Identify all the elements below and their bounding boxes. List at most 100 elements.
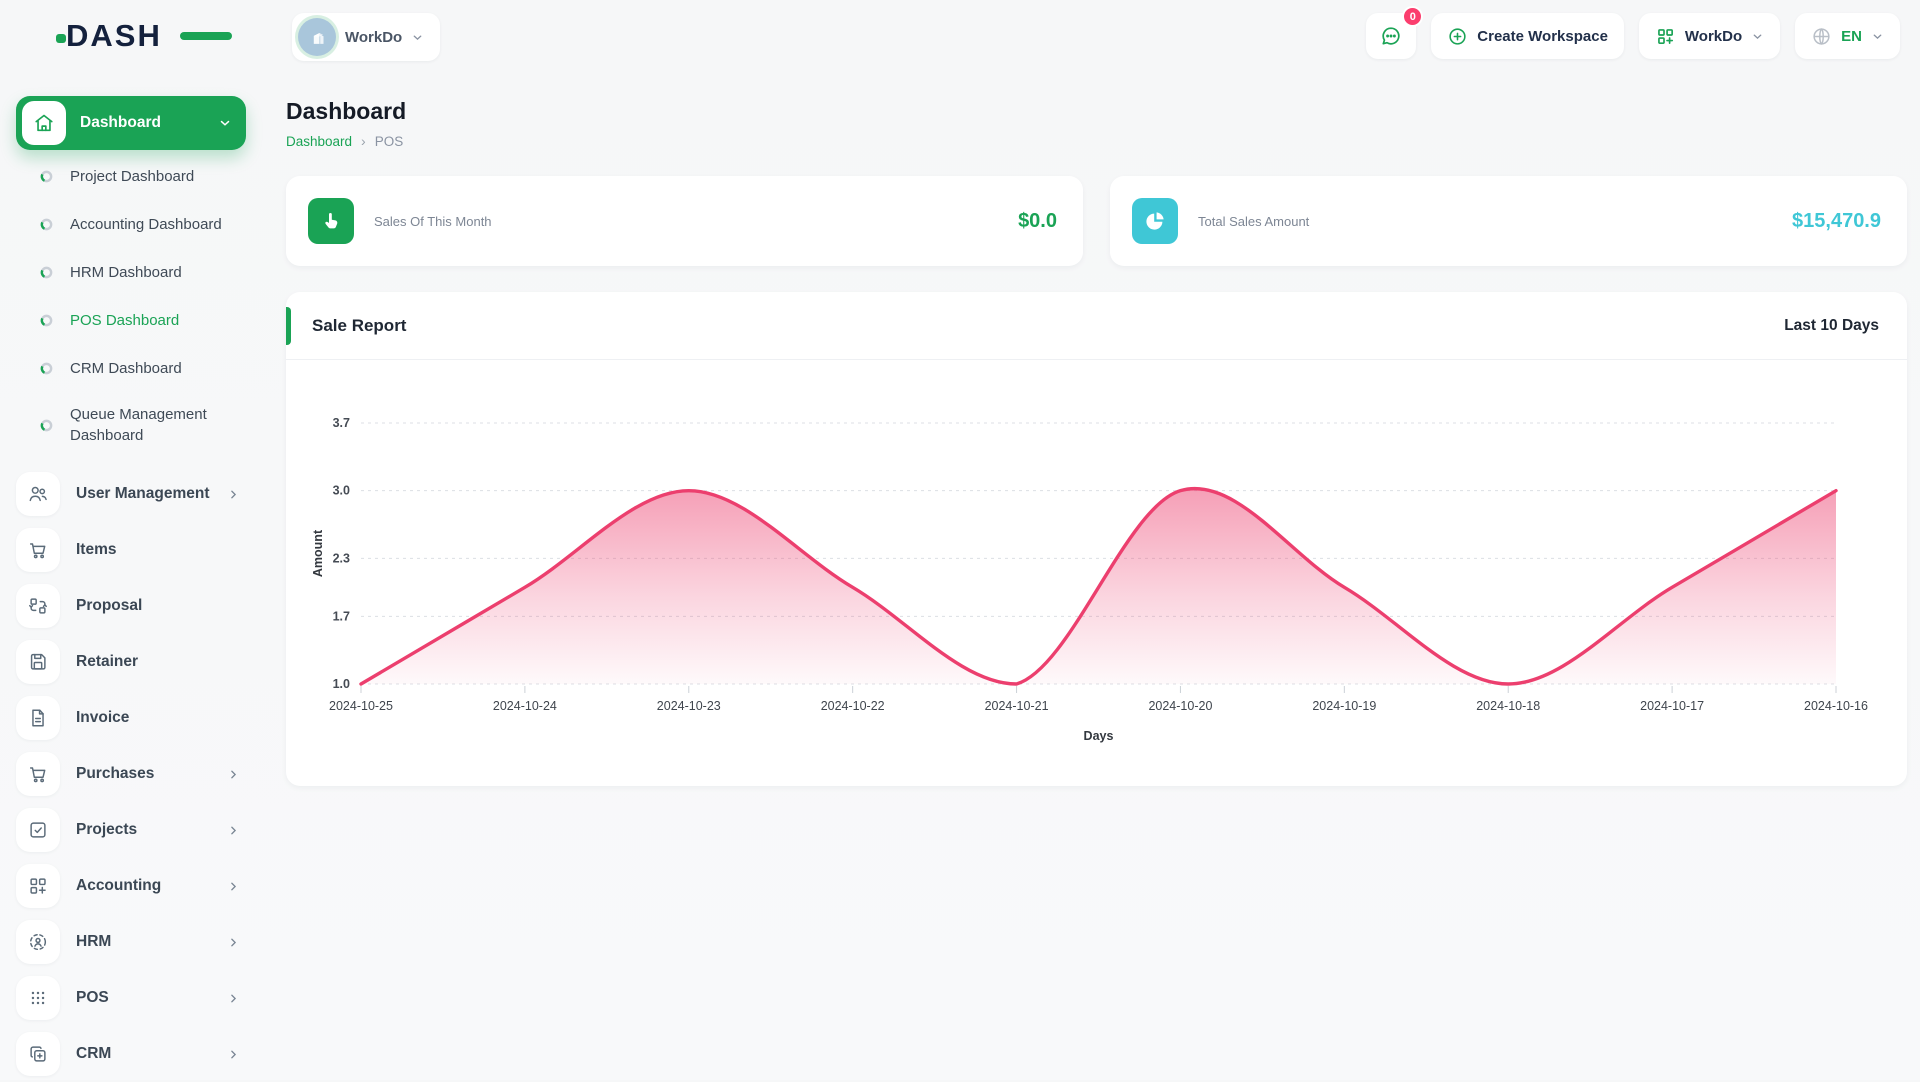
chart-range-label: Last 10 Days: [1784, 316, 1879, 334]
svg-text:3.7: 3.7: [333, 416, 350, 430]
sidebar-item-accounting-dashboard[interactable]: Accounting Dashboard: [16, 200, 246, 248]
workdo-menu-button[interactable]: WorkDo: [1638, 13, 1781, 59]
sidebar-item-project-dashboard[interactable]: Project Dashboard: [16, 152, 246, 200]
dots-grid-icon: [16, 976, 60, 1020]
donut-icon: [40, 362, 53, 374]
svg-text:Days: Days: [1084, 729, 1114, 743]
sidebar-item-pos[interactable]: POS: [16, 970, 246, 1026]
circle-plus-icon: [1449, 27, 1466, 45]
sidebar-item-label: Retainer: [76, 653, 139, 670]
pie-chart-icon: [1132, 198, 1178, 244]
sidebar: DASH Dashboard Project Dashboard Account…: [0, 0, 262, 1080]
page-title: Dashboard: [286, 98, 407, 124]
sidebar-item-items[interactable]: Items: [16, 522, 246, 578]
sidebar-item-label: Project Dashboard: [70, 167, 195, 185]
stat-label: Total Sales Amount: [1198, 213, 1310, 229]
chat-icon: [1382, 27, 1400, 45]
sidebar-item-invoice[interactable]: Invoice: [16, 690, 246, 746]
svg-text:2024-10-19: 2024-10-19: [1312, 699, 1376, 713]
breadcrumb-link-dashboard[interactable]: Dashboard: [286, 133, 353, 149]
sidebar-item-label: Dashboard: [80, 114, 161, 131]
grid-plus-icon: [16, 864, 60, 908]
logo-accent-dot: [56, 34, 66, 43]
chevron-right-icon: [231, 882, 237, 890]
chevron-right-icon: [231, 770, 237, 778]
chevron-right-icon: [231, 1050, 237, 1058]
svg-text:2024-10-25: 2024-10-25: [329, 699, 393, 713]
home-icon: [22, 101, 66, 145]
stat-value: $0.0: [1018, 209, 1057, 232]
workspace-name: WorkDo: [345, 28, 403, 46]
sidebar-item-user-management[interactable]: User Management: [16, 466, 246, 522]
language-selector[interactable]: EN: [1795, 13, 1900, 59]
globe-icon: [1813, 27, 1830, 45]
donut-icon: [40, 419, 53, 431]
sidebar-item-label: Accounting: [76, 877, 162, 894]
svg-text:2024-10-22: 2024-10-22: [821, 699, 885, 713]
sales-of-month-card: Sales Of This Month $0.0: [286, 176, 1083, 266]
sidebar-item-label: User Management: [76, 485, 210, 502]
file-icon: [16, 696, 60, 740]
sidebar-item-label: CRM: [76, 1045, 112, 1062]
workspace-avatar: [298, 18, 336, 56]
main-content: Dashboard Dashboard › POS Sales Of This …: [286, 72, 1907, 786]
sidebar-item-crm[interactable]: CRM: [16, 1026, 246, 1082]
logo-text: DASH: [66, 18, 162, 53]
language-label: EN: [1841, 27, 1862, 45]
chevron-down-icon: [218, 116, 232, 130]
messages-count-badge: 0: [1402, 6, 1424, 27]
app-logo[interactable]: DASH: [16, 0, 246, 72]
sidebar-item-label: Invoice: [76, 709, 130, 726]
sidebar-item-dashboard[interactable]: Dashboard: [16, 96, 246, 150]
sidebar-item-label: Proposal: [76, 597, 143, 614]
svg-text:2024-10-16: 2024-10-16: [1804, 699, 1868, 713]
sidebar-item-crm-dashboard[interactable]: CRM Dashboard: [16, 344, 246, 392]
logo-accent-bar: [180, 32, 232, 40]
chevron-right-icon: [231, 490, 237, 498]
breadcrumb-separator: ›: [361, 133, 366, 149]
svg-text:2024-10-24: 2024-10-24: [493, 699, 557, 713]
svg-text:Amount: Amount: [311, 529, 325, 577]
floppy-icon: [16, 640, 60, 684]
sale-report-card: Sale Report Last 10 Days 1.0 1.7 2.3 3.0 3.7…: [286, 292, 1907, 786]
sidebar-item-label: Projects: [76, 821, 138, 838]
sidebar-item-pos-dashboard[interactable]: POS Dashboard: [16, 296, 246, 344]
total-sales-card: Total Sales Amount $15,470.9: [1110, 176, 1907, 266]
dashboard-submenu: Project Dashboard Accounting Dashboard H…: [16, 150, 246, 458]
sidebar-item-purchases[interactable]: Purchases: [16, 746, 246, 802]
svg-text:2024-10-18: 2024-10-18: [1476, 699, 1540, 713]
grid-plus-icon: [1658, 28, 1673, 44]
svg-text:2024-10-17: 2024-10-17: [1640, 699, 1704, 713]
copy-plus-icon: [16, 1032, 60, 1076]
sidebar-item-label: HRM Dashboard: [70, 263, 182, 281]
stat-cards-row: Sales Of This Month $0.0 Total Sales Amo…: [286, 176, 1907, 266]
messages-button[interactable]: 0: [1366, 6, 1424, 59]
chevron-right-icon: [231, 938, 237, 946]
donut-icon: [40, 218, 53, 230]
svg-text:3.0: 3.0: [333, 484, 350, 498]
svg-text:2024-10-21: 2024-10-21: [985, 699, 1049, 713]
svg-text:2024-10-23: 2024-10-23: [657, 699, 721, 713]
sidebar-item-hrm-dashboard[interactable]: HRM Dashboard: [16, 248, 246, 296]
workspace-switcher[interactable]: WorkDo: [292, 13, 441, 61]
sidebar-item-projects[interactable]: Projects: [16, 802, 246, 858]
sidebar-item-retainer[interactable]: Retainer: [16, 634, 246, 690]
sidebar-item-label: POS: [76, 989, 109, 1006]
sidebar-item-accounting[interactable]: Accounting: [16, 858, 246, 914]
cart-icon: [16, 752, 60, 796]
create-workspace-button[interactable]: Create Workspace: [1431, 13, 1624, 59]
donut-icon: [40, 266, 53, 278]
proposal-grid-icon: [16, 584, 60, 628]
sidebar-item-hrm[interactable]: HRM: [16, 914, 246, 970]
stat-value: $15,470.9: [1792, 209, 1881, 232]
sidebar-item-label: POS Dashboard: [70, 311, 180, 329]
accent-bar: [286, 307, 291, 345]
chart-header: Sale Report Last 10 Days: [286, 292, 1907, 360]
chevron-right-icon: [231, 826, 237, 834]
chart-title: Sale Report: [312, 315, 407, 335]
svg-text:1.0: 1.0: [333, 677, 350, 691]
cart-icon: [16, 528, 60, 572]
sidebar-item-proposal[interactable]: Proposal: [16, 578, 246, 634]
top-header: WorkDo 0 Create Workspace WorkDo EN: [0, 0, 1920, 72]
sidebar-item-queue-management-dashboard[interactable]: Queue Management Dashboard: [16, 392, 246, 458]
